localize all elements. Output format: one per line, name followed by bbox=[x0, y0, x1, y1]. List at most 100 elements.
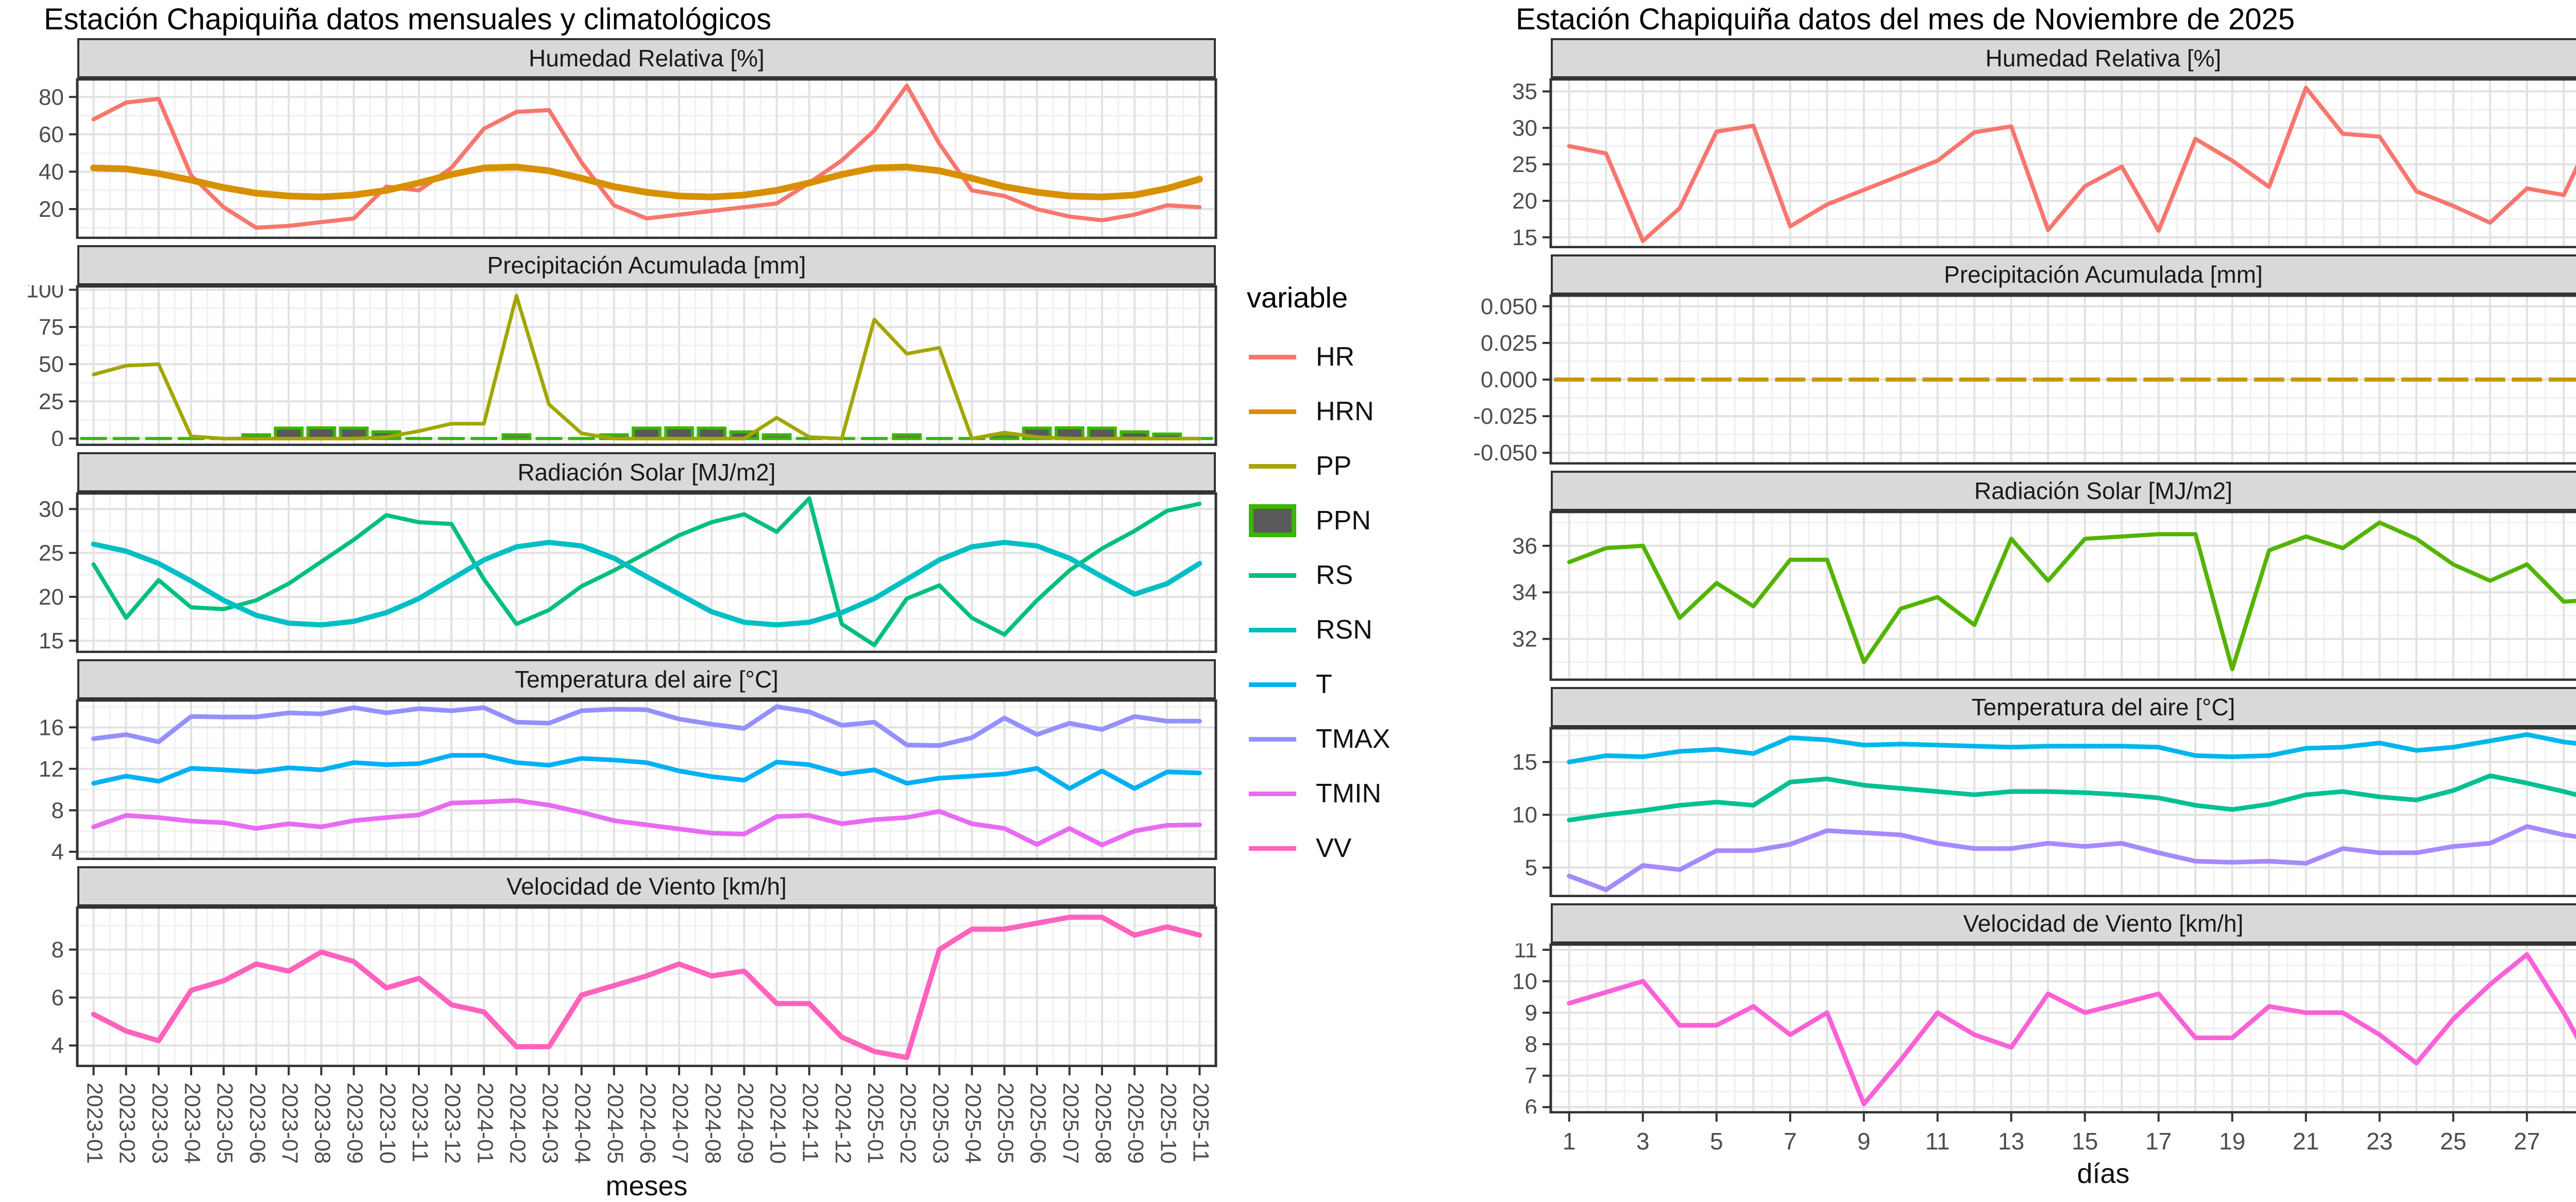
x-tick-label: 23 bbox=[2366, 1128, 2393, 1155]
facet-strip: Temperatura del aire [°C] bbox=[77, 659, 1216, 699]
series-HR bbox=[91, 83, 1202, 230]
legend-key-line-icon bbox=[1247, 446, 1298, 486]
x-tick-label: 19 bbox=[2219, 1128, 2245, 1155]
legend-label: HRN bbox=[1316, 397, 1374, 426]
facet-title: Velocidad de Viento [km/h] bbox=[1963, 910, 2244, 937]
y-tick-label: 8 bbox=[52, 798, 64, 823]
x-tick-label: 2024-02 bbox=[505, 1083, 530, 1164]
bar-PPN bbox=[501, 433, 532, 440]
facet-title: Radiación Solar [MJ/m2] bbox=[1974, 477, 2233, 504]
x-tick-label: 2023-02 bbox=[115, 1083, 140, 1164]
y-tick-label: 0.000 bbox=[1481, 367, 1537, 392]
legend-item: RSN bbox=[1247, 610, 1390, 650]
series-TMIN bbox=[1567, 824, 2576, 892]
series-TMAX bbox=[91, 704, 1202, 748]
y-tick-label: 11 bbox=[1514, 943, 1537, 963]
series-RSN bbox=[91, 540, 1202, 628]
legend-item: PPN bbox=[1247, 501, 1390, 541]
x-tick-label: 2024-11 bbox=[798, 1083, 823, 1162]
x-tick-label: 2023-05 bbox=[212, 1083, 237, 1164]
y-tick-label: 9 bbox=[1525, 1000, 1537, 1025]
x-tick-label: 2024-08 bbox=[700, 1083, 725, 1164]
x-tick-label: 2025-11 bbox=[1188, 1083, 1213, 1162]
y-tick-label: 6 bbox=[1525, 1095, 1537, 1113]
series-T bbox=[1567, 773, 2576, 822]
legend-item: VV bbox=[1247, 828, 1390, 868]
legend-item: HR bbox=[1247, 337, 1390, 377]
y-tick-label: 25 bbox=[39, 389, 64, 414]
y-tick-label: 32 bbox=[1512, 627, 1537, 652]
facet-strip: Radiación Solar [MJ/m2] bbox=[77, 452, 1216, 492]
x-tick-label: 2025-09 bbox=[1123, 1083, 1148, 1164]
series-HR bbox=[1567, 85, 2576, 243]
y-tick-label: 35 bbox=[1512, 79, 1537, 104]
legend-label: RSN bbox=[1316, 615, 1372, 645]
legend-key-line-icon bbox=[1247, 774, 1298, 814]
legend-key-line-icon bbox=[1247, 391, 1298, 432]
facet-panel: 32 34 36 bbox=[1512, 511, 2576, 681]
x-tick-label: 2025-01 bbox=[863, 1083, 888, 1164]
x-tick-label: 17 bbox=[2145, 1128, 2172, 1155]
x-axis-title: meses bbox=[605, 1171, 688, 1201]
chart-title: Estación Chapiquiña datos del mes de Nov… bbox=[1516, 3, 2295, 36]
bar-PPN bbox=[761, 433, 792, 440]
facet-panel: 15 20 25 30 35 bbox=[1512, 78, 2576, 248]
facet-strip: Humedad Relativa [%] bbox=[77, 38, 1216, 78]
facet-panel: 6 7 8 9 10 11 bbox=[1512, 943, 2576, 1113]
facet-title: Humedad Relativa [%] bbox=[529, 45, 765, 72]
y-tick-label: 75 bbox=[39, 315, 64, 340]
x-tick-label: 2024-09 bbox=[733, 1083, 757, 1164]
x-tick-label: 2023-12 bbox=[440, 1083, 465, 1164]
y-tick-label: 0.050 bbox=[1481, 295, 1537, 319]
x-tick-label: 2024-12 bbox=[831, 1083, 855, 1164]
x-tick-label: 2025-04 bbox=[960, 1083, 985, 1164]
facet-title: Humedad Relativa [%] bbox=[1985, 45, 2222, 72]
x-tick-label: 2023-11 bbox=[408, 1083, 432, 1162]
legend-key-line-icon bbox=[1247, 664, 1298, 705]
y-tick-label: 8 bbox=[52, 937, 64, 963]
x-tick-label: 2023-09 bbox=[343, 1083, 367, 1164]
y-tick-label: 4 bbox=[52, 1033, 64, 1058]
y-tick-label: 20 bbox=[39, 197, 64, 222]
legend-label: PP bbox=[1316, 451, 1352, 481]
y-tick-label: 12 bbox=[39, 757, 64, 782]
legend-item: HRN bbox=[1247, 391, 1390, 432]
x-tick-label: 3 bbox=[1636, 1128, 1650, 1155]
november-daily-chart: Estación Chapiquiña datos del mes de Nov… bbox=[1458, 0, 2576, 1199]
y-tick-label: 40 bbox=[39, 159, 64, 184]
x-tick-label: 2023-10 bbox=[375, 1083, 400, 1164]
x-tick-label: 2025-07 bbox=[1058, 1083, 1083, 1164]
legend-item: TMAX bbox=[1247, 719, 1390, 759]
y-tick-label: -0.050 bbox=[1473, 440, 1537, 465]
facet-panel: -0.050 -0.025 0.000 0.025 0.050 bbox=[1473, 295, 2576, 465]
x-tick-label: 2024-10 bbox=[766, 1083, 790, 1164]
x-tick-label: 21 bbox=[2293, 1128, 2319, 1155]
legend-item: RS bbox=[1247, 555, 1390, 595]
series-RS bbox=[1567, 520, 2576, 672]
legend: variable HR HRN PP PPN RS RSN T TMAX TMIN VV bbox=[1247, 281, 1390, 875]
x-tick-label: 2025-03 bbox=[928, 1083, 953, 1164]
x-tick-label: 27 bbox=[2514, 1128, 2540, 1155]
legend-item: TMIN bbox=[1247, 774, 1390, 814]
x-tick-label: 5 bbox=[1710, 1128, 1723, 1155]
monthly-climatology-chart: Estación Chapiquiña datos mensuales y cl… bbox=[26, 3, 1391, 1201]
facet-panel: 5 10 15 bbox=[1512, 727, 2576, 897]
x-tick-label: 2023-07 bbox=[277, 1083, 302, 1164]
y-tick-label: 15 bbox=[1512, 225, 1537, 248]
x-tick-label: 2023-03 bbox=[147, 1083, 172, 1164]
x-tick-label: 2024-03 bbox=[538, 1083, 563, 1164]
facet-strip: Humedad Relativa [%] bbox=[1551, 38, 2576, 78]
y-tick-label: 15 bbox=[39, 628, 64, 653]
x-tick-label: 7 bbox=[1784, 1128, 1797, 1155]
facet-strip: Radiación Solar [MJ/m2] bbox=[1551, 471, 2576, 511]
legend-item: PP bbox=[1247, 446, 1390, 486]
series-T bbox=[91, 753, 1202, 791]
legend-label: T bbox=[1316, 669, 1332, 699]
y-tick-label: 60 bbox=[39, 122, 64, 147]
legend-item: T bbox=[1247, 664, 1390, 705]
y-tick-label: 10 bbox=[1512, 802, 1537, 828]
x-tick-label: 11 bbox=[1925, 1128, 1950, 1155]
legend-label: RS bbox=[1316, 560, 1353, 590]
legend-key-line-icon bbox=[1247, 555, 1298, 595]
facet-title: Radiación Solar [MJ/m2] bbox=[517, 459, 776, 486]
